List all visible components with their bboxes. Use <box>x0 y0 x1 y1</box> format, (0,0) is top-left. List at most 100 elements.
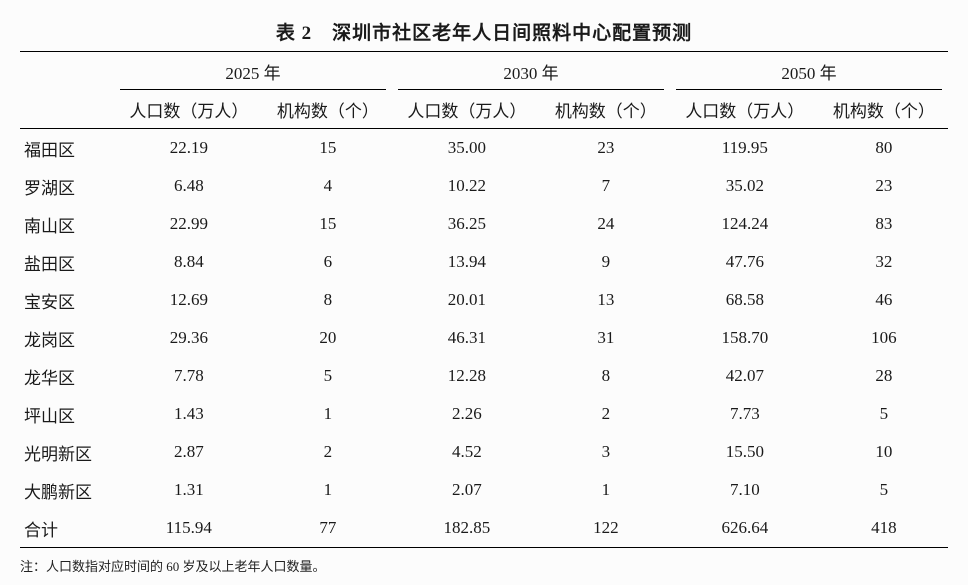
cell-y2050_inst: 32 <box>820 243 948 281</box>
cell-y2025_inst: 2 <box>264 433 392 471</box>
district-name: 南山区 <box>20 205 114 243</box>
district-name: 坪山区 <box>20 395 114 433</box>
cell-y2030_pop: 12.28 <box>392 357 542 395</box>
cell-y2050_pop: 7.10 <box>670 471 820 509</box>
table-row: 龙华区7.78512.28842.0728 <box>20 357 948 395</box>
table-row: 宝安区12.69820.011368.5846 <box>20 281 948 319</box>
cell-y2025_pop: 115.94 <box>114 509 264 548</box>
cell-y2050_inst: 46 <box>820 281 948 319</box>
cell-y2050_pop: 7.73 <box>670 395 820 433</box>
cell-y2030_inst: 3 <box>542 433 670 471</box>
cell-y2025_pop: 2.87 <box>114 433 264 471</box>
cell-y2050_inst: 418 <box>820 509 948 548</box>
cell-y2025_inst: 15 <box>264 129 392 168</box>
table-body: 福田区22.191535.0023119.9580罗湖区6.48410.2273… <box>20 129 948 548</box>
header-year-2030: 2030 年 <box>392 52 670 91</box>
cell-y2025_pop: 8.84 <box>114 243 264 281</box>
district-name: 罗湖区 <box>20 167 114 205</box>
district-name: 大鹏新区 <box>20 471 114 509</box>
cell-y2025_inst: 77 <box>264 509 392 548</box>
cell-y2030_pop: 13.94 <box>392 243 542 281</box>
cell-y2050_inst: 80 <box>820 129 948 168</box>
table-row-total: 合计115.9477182.85122626.64418 <box>20 509 948 548</box>
header-year-2050: 2050 年 <box>670 52 948 91</box>
district-name: 盐田区 <box>20 243 114 281</box>
cell-y2030_pop: 10.22 <box>392 167 542 205</box>
cell-y2030_inst: 7 <box>542 167 670 205</box>
cell-y2050_pop: 15.50 <box>670 433 820 471</box>
cell-y2025_inst: 1 <box>264 471 392 509</box>
data-table: 2025 年 2030 年 2050 年 人口数（万人） 机构数（个） 人口数（… <box>20 51 948 548</box>
cell-y2030_inst: 8 <box>542 357 670 395</box>
table-row: 龙岗区29.362046.3131158.70106 <box>20 319 948 357</box>
cell-y2030_pop: 46.31 <box>392 319 542 357</box>
cell-y2030_pop: 2.26 <box>392 395 542 433</box>
table-title: 表 2 深圳市社区老年人日间照料中心配置预测 <box>20 18 948 45</box>
cell-y2025_pop: 6.48 <box>114 167 264 205</box>
cell-y2030_pop: 2.07 <box>392 471 542 509</box>
cell-y2030_pop: 20.01 <box>392 281 542 319</box>
cell-y2030_inst: 1 <box>542 471 670 509</box>
cell-y2050_pop: 158.70 <box>670 319 820 357</box>
cell-y2025_pop: 1.31 <box>114 471 264 509</box>
cell-y2050_inst: 5 <box>820 395 948 433</box>
header-year-2025: 2025 年 <box>114 52 392 91</box>
cell-y2030_inst: 13 <box>542 281 670 319</box>
cell-y2050_pop: 42.07 <box>670 357 820 395</box>
cell-y2025_pop: 7.78 <box>114 357 264 395</box>
header-pop-2050: 人口数（万人） <box>670 90 820 129</box>
cell-y2030_pop: 4.52 <box>392 433 542 471</box>
table-row: 光明新区2.8724.52315.5010 <box>20 433 948 471</box>
cell-y2030_pop: 35.00 <box>392 129 542 168</box>
table-row: 大鹏新区1.3112.0717.105 <box>20 471 948 509</box>
cell-y2025_inst: 15 <box>264 205 392 243</box>
district-name: 福田区 <box>20 129 114 168</box>
cell-y2030_inst: 24 <box>542 205 670 243</box>
header-inst-2025: 机构数（个） <box>264 90 392 129</box>
cell-y2050_inst: 10 <box>820 433 948 471</box>
district-name: 光明新区 <box>20 433 114 471</box>
header-blank <box>20 52 114 129</box>
cell-y2025_inst: 6 <box>264 243 392 281</box>
cell-y2025_inst: 20 <box>264 319 392 357</box>
cell-y2050_pop: 119.95 <box>670 129 820 168</box>
cell-y2025_pop: 22.99 <box>114 205 264 243</box>
table-row: 福田区22.191535.0023119.9580 <box>20 129 948 168</box>
cell-y2050_pop: 47.76 <box>670 243 820 281</box>
cell-y2030_pop: 182.85 <box>392 509 542 548</box>
cell-y2050_pop: 35.02 <box>670 167 820 205</box>
district-name: 合计 <box>20 509 114 548</box>
district-name: 宝安区 <box>20 281 114 319</box>
cell-y2025_inst: 4 <box>264 167 392 205</box>
cell-y2025_inst: 8 <box>264 281 392 319</box>
cell-y2025_inst: 1 <box>264 395 392 433</box>
cell-y2025_pop: 29.36 <box>114 319 264 357</box>
cell-y2030_inst: 122 <box>542 509 670 548</box>
cell-y2030_inst: 2 <box>542 395 670 433</box>
cell-y2050_pop: 124.24 <box>670 205 820 243</box>
table-row: 坪山区1.4312.2627.735 <box>20 395 948 433</box>
district-name: 龙华区 <box>20 357 114 395</box>
table-row: 罗湖区6.48410.22735.0223 <box>20 167 948 205</box>
header-pop-2030: 人口数（万人） <box>392 90 542 129</box>
cell-y2050_pop: 626.64 <box>670 509 820 548</box>
cell-y2030_inst: 23 <box>542 129 670 168</box>
cell-y2025_inst: 5 <box>264 357 392 395</box>
cell-y2030_inst: 9 <box>542 243 670 281</box>
cell-y2025_pop: 22.19 <box>114 129 264 168</box>
district-name: 龙岗区 <box>20 319 114 357</box>
cell-y2025_pop: 12.69 <box>114 281 264 319</box>
header-inst-2050: 机构数（个） <box>820 90 948 129</box>
table-row: 盐田区8.84613.94947.7632 <box>20 243 948 281</box>
cell-y2050_inst: 106 <box>820 319 948 357</box>
table-footnote: 注：人口数指对应时间的 60 岁及以上老年人口数量。 <box>20 556 948 575</box>
cell-y2050_inst: 23 <box>820 167 948 205</box>
cell-y2050_inst: 28 <box>820 357 948 395</box>
table-row: 南山区22.991536.2524124.2483 <box>20 205 948 243</box>
cell-y2050_inst: 83 <box>820 205 948 243</box>
cell-y2050_pop: 68.58 <box>670 281 820 319</box>
header-pop-2025: 人口数（万人） <box>114 90 264 129</box>
cell-y2030_pop: 36.25 <box>392 205 542 243</box>
cell-y2050_inst: 5 <box>820 471 948 509</box>
cell-y2025_pop: 1.43 <box>114 395 264 433</box>
